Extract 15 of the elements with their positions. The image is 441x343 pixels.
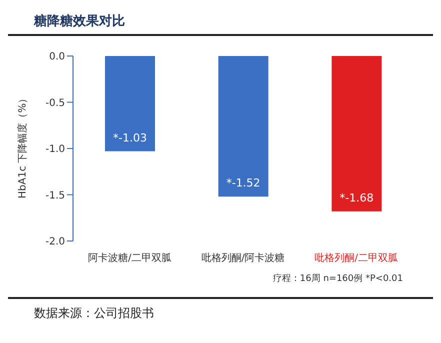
y-tick-label: -1.5 (45, 190, 65, 202)
source-note: 数据来源：公司招股书 (8, 297, 433, 322)
x-tick-label: 阿卡波糖/二甲双胍 (88, 252, 172, 264)
text: 疗程：16周 n=160例 *P<0.01 (272, 272, 404, 285)
x-tick-label: 吡格列酮/二甲双胍 (314, 252, 398, 264)
y-tick-label: 0.0 (49, 52, 65, 63)
chart-title: 糖降糖效果对比 (8, 8, 433, 36)
data-label: *-1.03 (113, 131, 147, 144)
y-tick-label: -1.0 (45, 144, 65, 156)
y-tick-label: -0.5 (45, 98, 65, 109)
x-tick-label: 吡格列酮/阿卡波糖 (201, 252, 285, 264)
data-label: *-1.68 (340, 191, 374, 204)
data-label: *-1.52 (226, 176, 260, 190)
y-tick-label: -2.0 (45, 236, 65, 248)
y-axis-title: HbA1c 下降幅度（%） (16, 93, 29, 198)
